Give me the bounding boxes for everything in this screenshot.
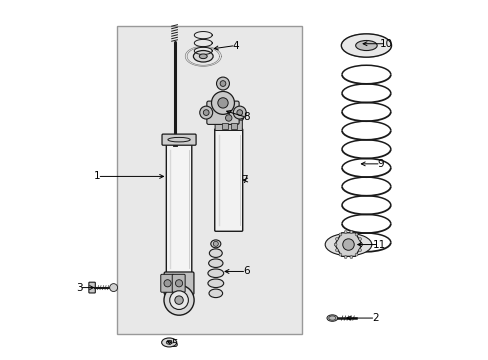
Text: 7: 7 xyxy=(241,175,247,185)
FancyBboxPatch shape xyxy=(166,143,191,274)
Text: 2: 2 xyxy=(371,313,378,323)
Ellipse shape xyxy=(199,54,207,59)
Circle shape xyxy=(216,77,229,90)
Bar xyxy=(230,123,237,129)
Circle shape xyxy=(342,239,353,250)
Circle shape xyxy=(175,296,183,304)
Ellipse shape xyxy=(166,341,172,344)
Circle shape xyxy=(354,253,357,256)
Circle shape xyxy=(359,243,362,246)
Circle shape xyxy=(335,249,338,252)
Circle shape xyxy=(169,291,188,310)
Text: 5: 5 xyxy=(171,339,178,349)
Ellipse shape xyxy=(207,269,223,278)
Circle shape xyxy=(335,238,338,240)
Ellipse shape xyxy=(328,316,335,320)
Text: 3: 3 xyxy=(76,283,82,293)
Ellipse shape xyxy=(355,41,376,50)
FancyBboxPatch shape xyxy=(214,129,242,231)
Text: 11: 11 xyxy=(371,239,385,249)
FancyBboxPatch shape xyxy=(161,274,173,292)
Ellipse shape xyxy=(208,289,222,298)
FancyBboxPatch shape xyxy=(172,274,185,292)
Circle shape xyxy=(225,115,231,121)
Circle shape xyxy=(233,106,245,119)
Ellipse shape xyxy=(193,50,213,62)
Circle shape xyxy=(109,284,117,292)
Circle shape xyxy=(213,241,218,246)
Circle shape xyxy=(200,106,212,119)
Bar xyxy=(117,26,301,334)
Bar xyxy=(221,123,227,129)
Circle shape xyxy=(344,256,346,258)
Text: 9: 9 xyxy=(377,159,383,169)
Ellipse shape xyxy=(210,240,221,248)
Circle shape xyxy=(358,238,361,240)
Circle shape xyxy=(163,280,171,287)
Ellipse shape xyxy=(207,279,223,288)
Circle shape xyxy=(217,98,228,108)
Circle shape xyxy=(333,243,336,246)
Text: 8: 8 xyxy=(243,112,249,122)
Ellipse shape xyxy=(162,338,176,347)
Ellipse shape xyxy=(326,315,337,321)
FancyBboxPatch shape xyxy=(206,101,239,125)
Ellipse shape xyxy=(208,259,223,267)
Circle shape xyxy=(349,230,352,233)
Circle shape xyxy=(236,110,242,116)
Circle shape xyxy=(349,256,352,258)
Circle shape xyxy=(175,280,182,287)
Circle shape xyxy=(211,91,234,114)
FancyBboxPatch shape xyxy=(89,282,95,293)
Text: 4: 4 xyxy=(232,41,238,50)
FancyBboxPatch shape xyxy=(164,272,194,294)
Ellipse shape xyxy=(214,112,243,124)
Text: 1: 1 xyxy=(94,171,101,181)
Circle shape xyxy=(358,249,361,252)
Ellipse shape xyxy=(209,249,222,257)
Circle shape xyxy=(163,285,194,315)
Ellipse shape xyxy=(341,34,391,57)
Circle shape xyxy=(338,253,341,256)
Text: 10: 10 xyxy=(379,39,392,49)
Ellipse shape xyxy=(325,233,371,256)
Circle shape xyxy=(344,230,346,233)
FancyBboxPatch shape xyxy=(162,134,196,145)
Circle shape xyxy=(203,110,209,116)
Circle shape xyxy=(338,233,341,236)
Circle shape xyxy=(220,81,225,86)
Text: 6: 6 xyxy=(243,266,249,276)
FancyBboxPatch shape xyxy=(215,120,242,131)
Circle shape xyxy=(354,233,357,236)
